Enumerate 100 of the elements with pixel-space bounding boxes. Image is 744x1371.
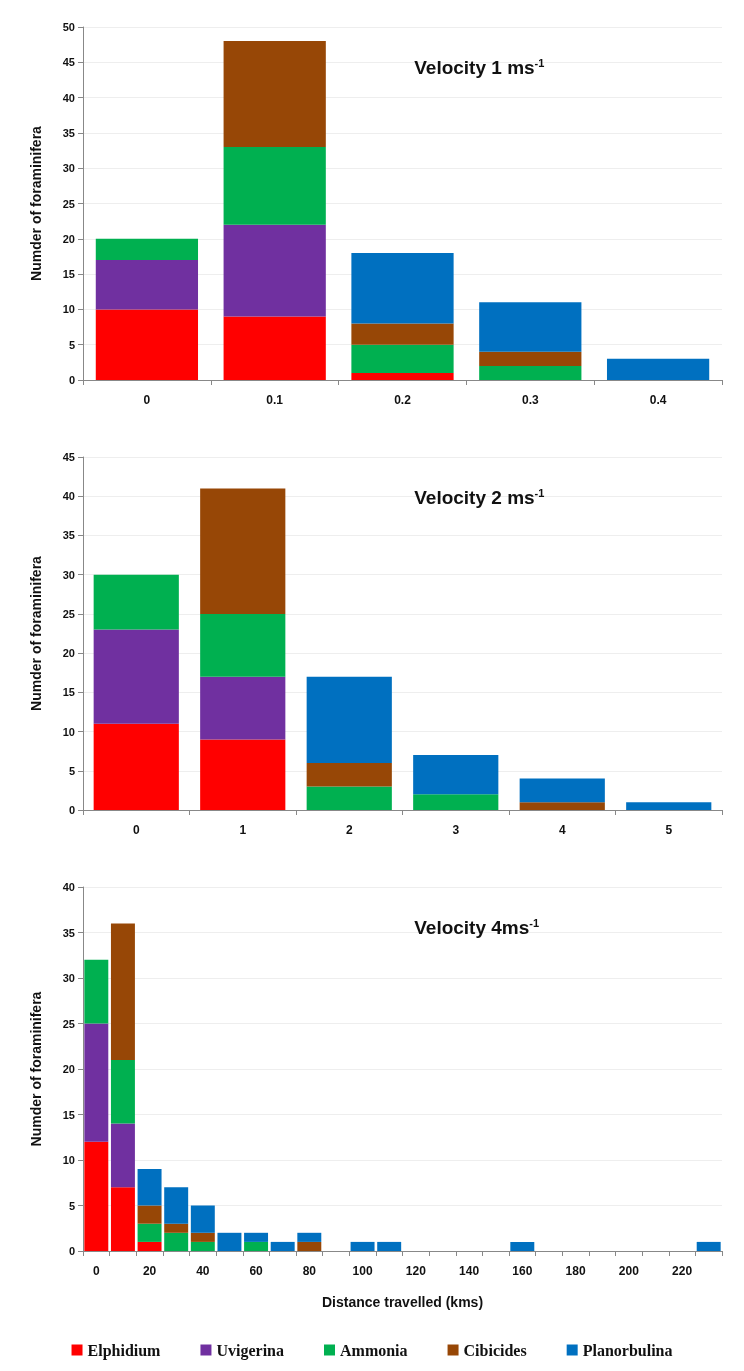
bar xyxy=(351,252,454,324)
bar xyxy=(479,365,582,380)
y-tick-label: 30 xyxy=(62,162,75,175)
legend-label: Elphidium xyxy=(87,1341,162,1360)
y-tick-label: 20 xyxy=(62,647,75,660)
bar xyxy=(223,224,326,317)
bar xyxy=(200,488,286,614)
x-tick-label: 80 xyxy=(302,1264,317,1278)
y-tick-label: 40 xyxy=(62,881,75,893)
bar xyxy=(84,959,109,1024)
bar xyxy=(696,1241,721,1251)
x-tick-label: 0 xyxy=(143,393,151,407)
bar xyxy=(297,1241,322,1251)
bar xyxy=(84,1141,109,1251)
y-tick-label: 25 xyxy=(62,1017,75,1030)
bar xyxy=(95,238,199,260)
x-tick-label: 100 xyxy=(352,1264,373,1278)
bar xyxy=(244,1241,269,1251)
x-tick-label: 20 xyxy=(142,1264,157,1278)
bar xyxy=(351,323,454,345)
y-tick-label: 5 xyxy=(68,338,75,351)
bar xyxy=(350,1241,375,1251)
y-tick-label: 40 xyxy=(62,91,75,104)
bar xyxy=(519,778,605,803)
y-tick-label: 0 xyxy=(68,374,75,386)
bar xyxy=(137,1241,162,1251)
y-tick-label: 35 xyxy=(62,126,75,139)
bar xyxy=(479,351,582,366)
bar xyxy=(164,1187,189,1224)
bar xyxy=(110,1059,135,1124)
bar xyxy=(223,41,326,148)
bar xyxy=(244,1232,269,1242)
bar xyxy=(84,1023,109,1142)
y-tick-label: 25 xyxy=(62,197,75,210)
bar xyxy=(190,1205,215,1233)
y-tick-label: 30 xyxy=(62,568,75,581)
x-tick-label: 180 xyxy=(565,1264,586,1278)
x-tick-label: 120 xyxy=(405,1264,427,1278)
bar xyxy=(306,676,392,763)
x-tick-label: 2 xyxy=(345,823,353,837)
x-tick-label: 3 xyxy=(452,823,460,837)
x-tick-label: 40 xyxy=(196,1264,210,1278)
bar xyxy=(306,786,392,810)
x-tick-label: 0 xyxy=(92,1264,100,1278)
legend-label: Cibicides xyxy=(463,1341,527,1359)
bar xyxy=(519,802,605,810)
bar xyxy=(200,613,286,677)
y-tick-label: 10 xyxy=(62,725,75,738)
bar xyxy=(190,1232,215,1242)
y-tick-label: 5 xyxy=(68,764,75,777)
bar xyxy=(110,1187,135,1251)
x-tick-label: 160 xyxy=(512,1264,533,1278)
y-tick-label: 15 xyxy=(62,268,75,281)
bar xyxy=(351,344,454,373)
y-tick-label: 40 xyxy=(62,490,75,503)
bar xyxy=(606,358,710,380)
bar xyxy=(190,1241,215,1251)
bar xyxy=(137,1223,162,1242)
bar xyxy=(413,794,499,810)
bar xyxy=(626,802,712,810)
y-tick-label: 30 xyxy=(62,972,75,984)
bar xyxy=(297,1232,322,1242)
x-tick-label: 0.2 xyxy=(394,393,412,407)
x-tick-label: 0.1 xyxy=(266,393,284,407)
x-tick-label: 5 xyxy=(665,823,673,837)
bar xyxy=(510,1241,535,1251)
y-tick-label: 45 xyxy=(62,451,75,463)
bar xyxy=(95,309,199,380)
legend-label: Uvigerina xyxy=(216,1341,284,1360)
bar xyxy=(93,574,179,630)
y-tick-label: 45 xyxy=(62,56,75,69)
bar xyxy=(110,1123,135,1188)
y-tick-label: 10 xyxy=(62,303,75,316)
y-tick-label: 20 xyxy=(62,232,75,245)
y-tick-label: 50 xyxy=(62,21,75,33)
bar xyxy=(413,755,499,795)
bar xyxy=(95,259,199,310)
y-axis-title: Numder of foraminifera xyxy=(28,991,44,1147)
bar xyxy=(93,723,179,810)
bar xyxy=(217,1232,242,1251)
bar xyxy=(137,1205,162,1224)
x-axis-title: Distance travelled (kms) xyxy=(321,1294,484,1310)
bar xyxy=(200,676,286,740)
x-tick-label: 0.3 xyxy=(521,393,539,407)
bar xyxy=(270,1241,295,1251)
x-tick-label: 1 xyxy=(239,823,247,837)
bar xyxy=(137,1169,162,1206)
y-axis-title: Numder of foraminifera xyxy=(28,555,44,711)
y-tick-label: 15 xyxy=(62,1108,75,1121)
x-tick-label: 200 xyxy=(618,1264,640,1278)
bar xyxy=(479,302,582,352)
y-tick-label: 5 xyxy=(68,1199,75,1212)
x-tick-label: 0 xyxy=(132,823,140,837)
x-tick-label: 220 xyxy=(672,1264,693,1278)
y-tick-label: 10 xyxy=(62,1154,75,1166)
bar xyxy=(306,762,392,787)
x-tick-label: 60 xyxy=(249,1264,264,1278)
y-tick-label: 15 xyxy=(62,686,75,699)
y-tick-label: 25 xyxy=(62,607,75,620)
y-tick-label: 35 xyxy=(62,529,75,542)
